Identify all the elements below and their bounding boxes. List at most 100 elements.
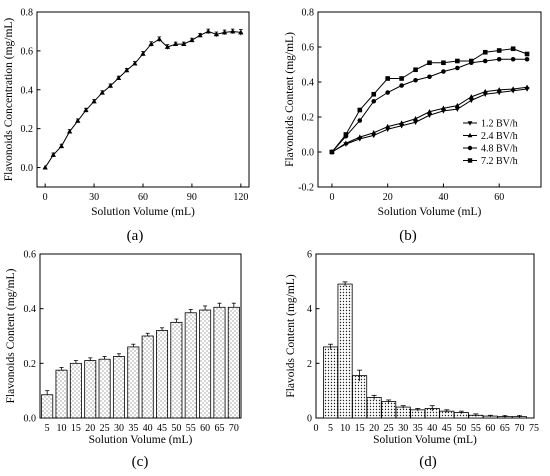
panel-a-data-point xyxy=(230,28,236,34)
panel-b-legend-marker xyxy=(467,158,473,163)
panel-b-data-point xyxy=(371,133,377,139)
panel-a-xtick-label: 30 xyxy=(89,192,99,203)
panel-a-data-point xyxy=(58,143,65,149)
panel-c-xtick-label: 40 xyxy=(143,423,153,434)
panel-c-xtick-label: 20 xyxy=(85,423,95,434)
panel-c-bar xyxy=(184,312,197,419)
panel-c-xtick-label: 70 xyxy=(229,423,239,434)
panel-d-xtick-label: 35 xyxy=(413,423,423,434)
panel-a-xtick-label: 60 xyxy=(138,192,148,203)
panel-b-data-point xyxy=(441,60,446,66)
panel-a-data-point xyxy=(99,89,105,95)
panel-c-bar xyxy=(41,394,54,419)
panel-b-data-point xyxy=(385,127,391,133)
panel-b-legend-label: 4.8 BV/h xyxy=(481,144,518,155)
panel-d-xtick-label: 45 xyxy=(442,423,452,434)
panel-b-legend-label: 2.4 BV/h xyxy=(481,131,518,142)
panel-b-data-point xyxy=(399,76,404,81)
panel-c-xtick-label: 10 xyxy=(57,423,67,434)
panel-d-chart: 0 5 10 15 20 25 30 35 40 45 50 55 60 65 70 750246Soluti… xyxy=(285,250,539,447)
panel-c-xtick-label: 60 xyxy=(200,423,210,434)
panel-b-data-point xyxy=(510,46,516,52)
panel-c-bar xyxy=(127,346,140,419)
panel-b-data-point xyxy=(510,56,516,62)
panel-b-x-axis-label: Solution Volume (mL) xyxy=(378,206,482,218)
panel-b-xtick-label: 40 xyxy=(438,192,448,203)
panel-a-data-point xyxy=(213,31,220,37)
panel-c-bar xyxy=(84,360,97,419)
panel-a-data-point xyxy=(164,44,171,49)
panel-b-data-point xyxy=(482,92,488,98)
panel-d-xtick-label: 50 xyxy=(456,423,466,434)
panel-a-data-point xyxy=(238,29,244,35)
panel-b-plot-frame xyxy=(317,11,542,188)
panel-b-data-point xyxy=(385,76,390,81)
panel-d-xtick-label: 40 xyxy=(427,423,437,434)
panel-a-ytick-label: 0.2 xyxy=(21,124,34,135)
panel-d-bar xyxy=(352,375,368,419)
panel-a-ytick-label: 0.0 xyxy=(21,163,34,174)
panel-b-data-point xyxy=(385,90,390,95)
panel-c-bar xyxy=(98,358,111,419)
panel-c-xtick-label: 15 xyxy=(71,423,81,434)
panel-b-xtick-label: 0 xyxy=(329,192,334,203)
panel-c-ytick-label: 0.0 xyxy=(24,414,37,425)
panel-b-data-point xyxy=(399,123,405,129)
panel-b-data-point xyxy=(440,105,446,111)
panel-c-bar xyxy=(199,309,212,419)
panel-b-data-point xyxy=(524,56,530,62)
panel-a-data-point xyxy=(132,60,138,66)
panel-a-data-point xyxy=(156,36,162,42)
panel-d-bar xyxy=(366,397,382,419)
panel-c-chart: 0.0 0.2 0.4 0.6 5 10 15 20 25 30 35 40 45 50 55 60 65 70 S… xyxy=(5,250,242,446)
panel-a-label: (a) xyxy=(127,228,144,244)
panel-d-ytick-label: 4 xyxy=(307,304,312,315)
panel-d-xtick-label: 15 xyxy=(355,423,365,434)
panel-c-xtick-label: 45 xyxy=(157,423,167,434)
panel-d-xtick-label: 60 xyxy=(485,423,495,434)
panel-b-data-point xyxy=(357,118,363,123)
panel-b-data-point xyxy=(440,109,446,114)
panel-a-data-point xyxy=(197,32,203,38)
panel-b-data-point xyxy=(413,115,419,121)
panel-b-data-point xyxy=(413,120,419,126)
panel-a-xtick-label: 0 xyxy=(43,192,48,203)
panel-b-legend-label: 1.2 BV/h xyxy=(481,119,518,130)
panel-b-data-point xyxy=(427,60,432,66)
panel-a-data-point xyxy=(107,83,114,88)
panel-b-ytick-label: 0.4 xyxy=(302,78,315,89)
panel-a-data-point xyxy=(75,118,81,123)
panel-a-plot-frame xyxy=(36,11,250,188)
panel-b-chart: 0 20 40 60 -0.2 0.0 0.2 0.4 0.6 0.8 1.2 BV/h2.4 BV… xyxy=(284,8,542,218)
panel-b-data-point xyxy=(524,51,530,57)
panel-d-xtick-label: 70 xyxy=(514,423,524,434)
panel-b-data-point xyxy=(454,102,460,108)
panel-b-ytick-label: 0.6 xyxy=(302,43,315,54)
panel-b-data-point xyxy=(496,56,502,62)
panel-c-xtick-label: 30 xyxy=(114,423,124,434)
panel-d-y-axis-label: Flavoids Content (mg/mL) xyxy=(285,274,297,397)
panel-b-xtick-label: 60 xyxy=(494,192,504,203)
panel-b-data-point xyxy=(413,67,418,73)
panel-c-x-axis-label: Solution Volume (mL) xyxy=(89,434,193,446)
panel-b-data-point xyxy=(469,58,474,64)
panel-b-data-point xyxy=(371,129,377,135)
panel-b-data-point xyxy=(468,98,474,104)
panel-a-data-point xyxy=(181,41,187,47)
panel-a-y-axis-label: Flavonoids Concentration (mg/mL) xyxy=(3,18,15,182)
panel-b-data-point xyxy=(524,84,530,90)
panel-c-bar xyxy=(112,356,125,419)
panel-b-label: (b) xyxy=(399,228,417,244)
panel-b-data-point xyxy=(413,77,418,83)
panel-c-bar xyxy=(227,306,240,419)
panel-b-legend-marker xyxy=(467,145,473,151)
panel-d-bar xyxy=(395,406,411,419)
panel-b-data-point xyxy=(496,87,502,92)
panel-b-data-point xyxy=(385,123,391,129)
panel-b-data-point xyxy=(371,98,377,104)
panel-a-ytick-label: 0.6 xyxy=(21,46,34,57)
panel-b-y-axis-label: Flavonoids Content (mg/mL) xyxy=(284,32,296,167)
panel-b-data-point xyxy=(455,65,460,71)
panel-a-ytick-label: 0.4 xyxy=(21,85,34,96)
